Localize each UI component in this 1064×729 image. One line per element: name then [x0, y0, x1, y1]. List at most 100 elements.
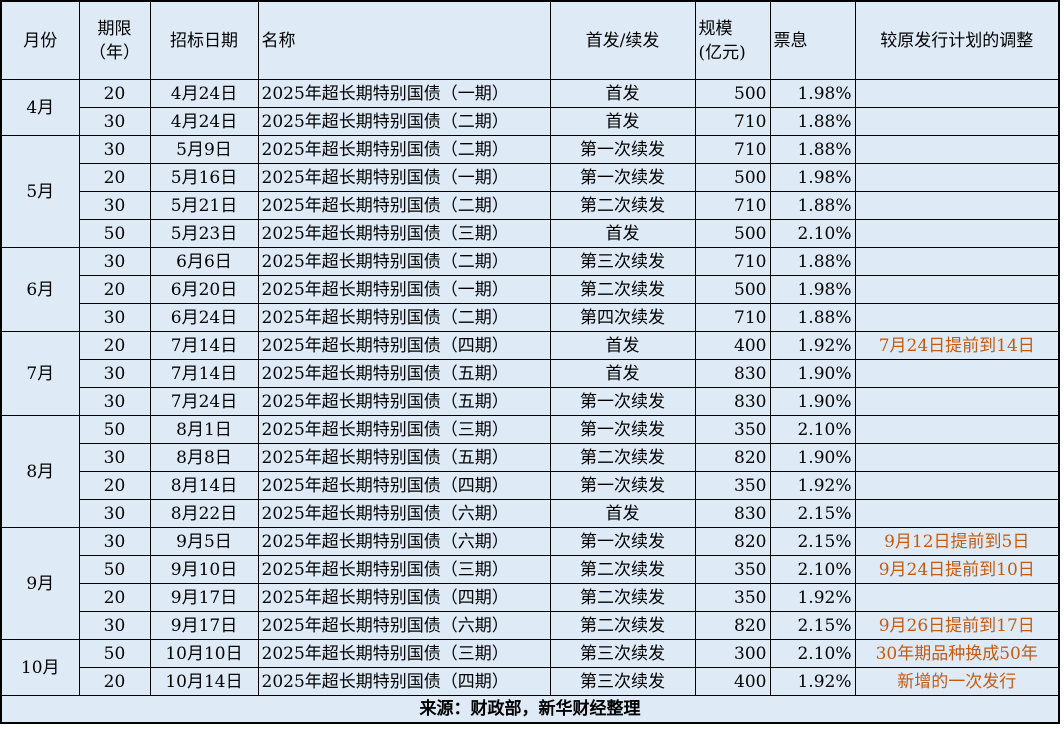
adjust-cell	[854, 135, 1060, 164]
adjust-cell	[854, 471, 1060, 500]
adjust-cell	[854, 387, 1060, 416]
adjust-cell	[854, 583, 1060, 612]
term-cell: 20	[78, 331, 151, 360]
term-cell: 30	[78, 359, 151, 388]
coupon-cell: 2.15%	[769, 499, 856, 528]
header-term-line2: （年）	[89, 42, 140, 63]
size-cell: 500	[694, 163, 771, 192]
table-row: 20 6月20日 2025年超长期特别国债（一期） 第二次续发 500 1.98%	[1, 275, 1060, 304]
term-cell: 30	[78, 443, 151, 472]
name-cell: 2025年超长期特别国债（六期）	[257, 611, 551, 640]
coupon-cell: 2.10%	[769, 639, 856, 668]
term-cell: 20	[78, 583, 151, 612]
type-cell: 第二次续发	[549, 583, 696, 612]
size-cell: 710	[694, 303, 771, 332]
size-cell: 350	[694, 415, 771, 444]
table-row: 20 5月16日 2025年超长期特别国债（一期） 第一次续发 500 1.98%	[1, 163, 1060, 192]
adjust-cell: 新增的一次发行	[854, 667, 1060, 696]
table-row: 30 7月14日 2025年超长期特别国债（五期） 首发 830 1.90%	[1, 359, 1060, 388]
term-cell: 20	[78, 275, 151, 304]
header-adjust: 较原发行计划的调整	[854, 0, 1060, 80]
name-cell: 2025年超长期特别国债（四期）	[257, 471, 551, 500]
type-cell: 首发	[549, 79, 696, 108]
term-cell: 30	[78, 247, 151, 276]
size-cell: 710	[694, 191, 771, 220]
coupon-cell: 1.92%	[769, 583, 856, 612]
table-row: 20 10月14日 2025年超长期特别国债（四期） 第三次续发 400 1.92% 新增的…	[1, 667, 1060, 696]
table-row: 30 8月22日 2025年超长期特别国债（六期） 首发 830 2.15%	[1, 499, 1060, 528]
date-cell: 5月23日	[149, 219, 259, 248]
header-type: 首发/续发	[549, 0, 696, 80]
adjust-cell	[854, 275, 1060, 304]
type-cell: 第一次续发	[549, 415, 696, 444]
size-cell: 400	[694, 667, 771, 696]
type-cell: 第二次续发	[549, 611, 696, 640]
coupon-cell: 1.90%	[769, 387, 856, 416]
adjust-cell	[854, 191, 1060, 220]
size-cell: 400	[694, 331, 771, 360]
name-cell: 2025年超长期特别国债（六期）	[257, 527, 551, 556]
size-cell: 830	[694, 387, 771, 416]
coupon-cell: 1.88%	[769, 247, 856, 276]
coupon-cell: 2.10%	[769, 219, 856, 248]
table-row: 30 6月24日 2025年超长期特别国债（二期） 第四次续发 710 1.88%	[1, 303, 1060, 332]
size-cell: 820	[694, 443, 771, 472]
term-cell: 30	[78, 191, 151, 220]
coupon-cell: 1.88%	[769, 303, 856, 332]
name-cell: 2025年超长期特别国债（三期）	[257, 415, 551, 444]
coupon-cell: 2.15%	[769, 527, 856, 556]
adjust-cell: 9月12日提前到5日	[854, 527, 1060, 556]
size-cell: 500	[694, 275, 771, 304]
date-cell: 9月10日	[149, 555, 259, 584]
type-cell: 第一次续发	[549, 135, 696, 164]
adjust-cell	[854, 79, 1060, 108]
size-cell: 300	[694, 639, 771, 668]
header-month: 月份	[0, 0, 80, 80]
table-row: 30 9月17日 2025年超长期特别国债（六期） 第二次续发 820 2.15% 9月26…	[1, 611, 1060, 640]
name-cell: 2025年超长期特别国债（二期）	[257, 135, 551, 164]
coupon-cell: 1.88%	[769, 135, 856, 164]
date-cell: 4月24日	[149, 79, 259, 108]
name-cell: 2025年超长期特别国债（五期）	[257, 359, 551, 388]
header-size-line2: (亿元)	[698, 42, 746, 63]
type-cell: 第二次续发	[549, 191, 696, 220]
table-row: 8月 50 8月1日 2025年超长期特别国债（三期） 第一次续发 350 2.10%	[0, 415, 1060, 528]
coupon-cell: 1.98%	[769, 275, 856, 304]
month-cell: 4月	[0, 79, 80, 136]
coupon-cell: 2.15%	[769, 611, 856, 640]
adjust-cell	[854, 107, 1060, 136]
date-cell: 5月21日	[149, 191, 259, 220]
table-row: 20 9月17日 2025年超长期特别国债（四期） 第二次续发 350 1.92%	[1, 583, 1060, 612]
date-cell: 10月14日	[149, 667, 259, 696]
size-cell: 350	[694, 555, 771, 584]
type-cell: 首发	[549, 331, 696, 360]
adjust-cell	[854, 499, 1060, 528]
type-cell: 首发	[549, 499, 696, 528]
month-cell: 5月	[0, 135, 80, 248]
type-cell: 第三次续发	[549, 667, 696, 696]
size-cell: 830	[694, 359, 771, 388]
coupon-cell: 1.98%	[769, 79, 856, 108]
date-cell: 8月8日	[149, 443, 259, 472]
table-row: 30 5月21日 2025年超长期特别国债（二期） 第二次续发 710 1.88%	[1, 191, 1060, 220]
coupon-cell: 1.92%	[769, 331, 856, 360]
term-cell: 30	[78, 107, 151, 136]
header-row: 月份 期限 （年） 招标日期 名称 首发/续发 规模 (亿元) 票息 较原发行计划的…	[0, 0, 1060, 80]
term-cell: 20	[78, 471, 151, 500]
adjust-cell: 30年期品种换成50年	[854, 639, 1060, 668]
adjust-cell: 7月24日提前到14日	[854, 331, 1060, 360]
name-cell: 2025年超长期特别国债（三期）	[257, 639, 551, 668]
source-note: 来源：财政部，新华财经整理	[0, 695, 1060, 724]
type-cell: 第二次续发	[549, 275, 696, 304]
adjust-cell: 9月24日提前到10日	[854, 555, 1060, 584]
size-cell: 350	[694, 471, 771, 500]
adjust-cell: 9月26日提前到17日	[854, 611, 1060, 640]
name-cell: 2025年超长期特别国债（一期）	[257, 275, 551, 304]
table-row: 7月 20 7月14日 2025年超长期特别国债（四期） 首发 400 1.92% 7月24日…	[0, 331, 1060, 416]
date-cell: 6月20日	[149, 275, 259, 304]
name-cell: 2025年超长期特别国债（三期）	[257, 555, 551, 584]
date-cell: 5月16日	[149, 163, 259, 192]
date-cell: 9月17日	[149, 611, 259, 640]
name-cell: 2025年超长期特别国债（一期）	[257, 79, 551, 108]
